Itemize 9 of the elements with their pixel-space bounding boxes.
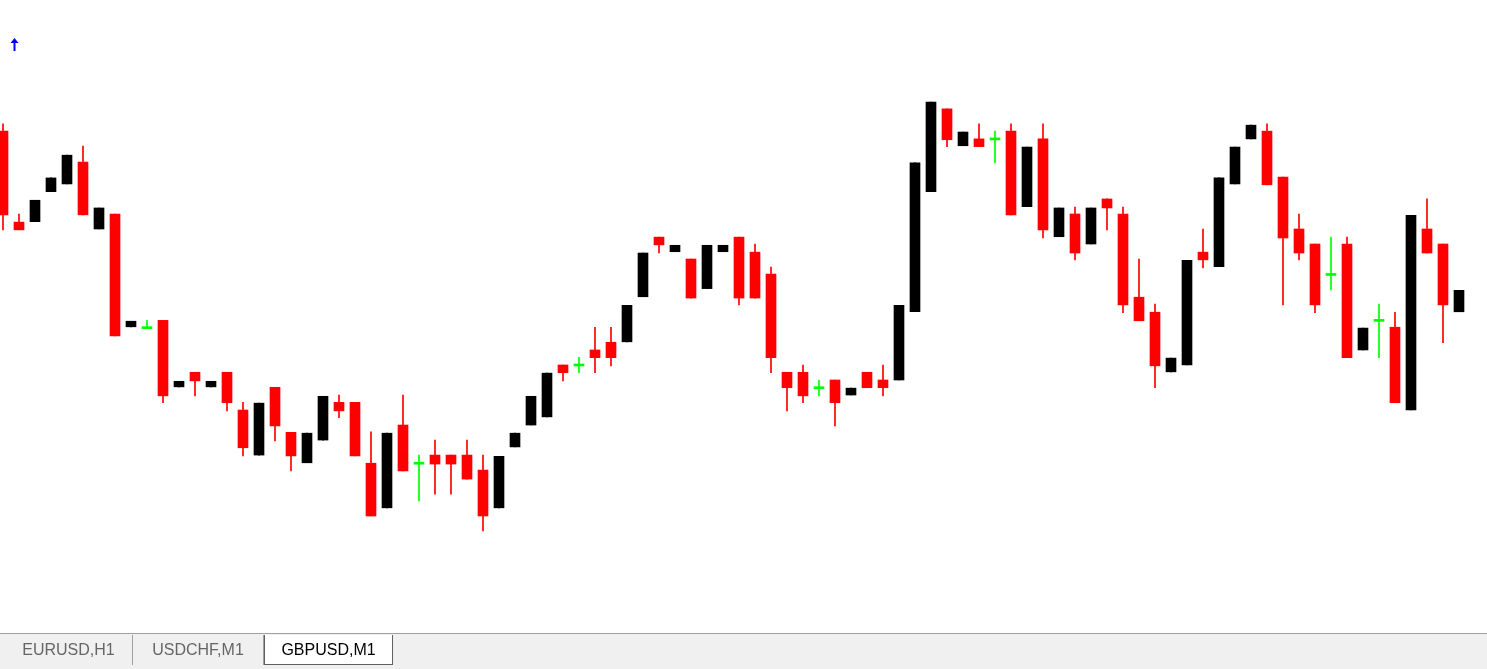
candlestick bbox=[141, 320, 153, 329]
candlestick bbox=[1325, 236, 1337, 291]
candlestick bbox=[813, 379, 825, 397]
tab[interactable]: GBPUSD,M1 bbox=[264, 635, 393, 665]
candlestick bbox=[413, 454, 425, 502]
candlestick bbox=[1197, 228, 1209, 269]
candlestick bbox=[1373, 303, 1385, 359]
candlestick bbox=[589, 326, 601, 374]
tab[interactable]: EURUSD,H1 bbox=[5, 635, 133, 665]
